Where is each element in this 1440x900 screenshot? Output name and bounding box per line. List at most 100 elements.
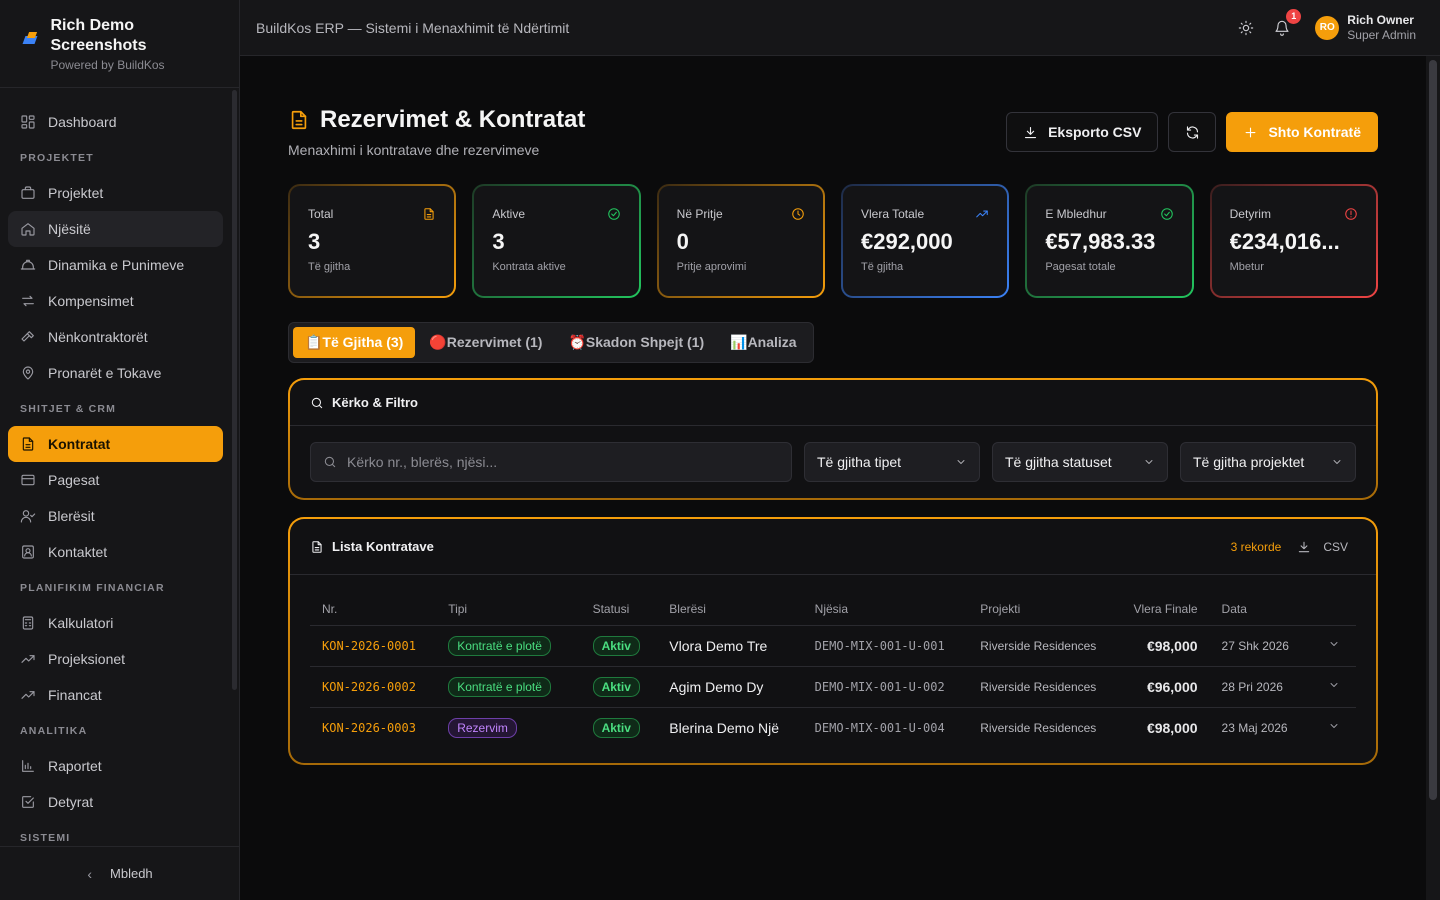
refresh-button[interactable]: [1168, 112, 1217, 152]
tab-expiring[interactable]: ⏰Skadon Shpejt (1): [568, 334, 705, 350]
sidebar-item-pronaret[interactable]: Pronarët e Tokave: [8, 355, 223, 391]
download-icon: [1299, 541, 1310, 552]
tab-reservations[interactable]: 🔴Rezervimet (1): [429, 334, 543, 350]
theme-toggle-button[interactable]: [1237, 19, 1255, 37]
stat-sub: Pagesat totale: [1045, 261, 1116, 273]
project-select[interactable]: Të gjitha projektet: [1180, 442, 1356, 482]
record-count: 3 rekorde: [1230, 539, 1282, 554]
trending-up-icon: [975, 207, 989, 221]
type-badge: Kontratë e plotë: [448, 635, 551, 656]
sidebar-item-projeksionet[interactable]: Projeksionet: [8, 641, 223, 677]
csv-export-link[interactable]: CSV: [1297, 540, 1348, 554]
filter-card-header: Kërko & Filtro: [290, 380, 1376, 426]
notifications-button[interactable]: 1: [1273, 8, 1302, 37]
sidebar-item-dashboard[interactable]: Dashboard: [8, 104, 223, 140]
table-row[interactable]: KON-2026-0001 Kontratë e plotë Aktiv Vlo…: [310, 625, 1356, 667]
stat-card-collected: E Mbledhur €57,983.33 Pagesat totale: [1025, 184, 1194, 298]
expand-button[interactable]: [1315, 625, 1356, 667]
sidebar-item-kontratat[interactable]: Kontratat: [8, 426, 223, 462]
bell-icon: [1275, 20, 1289, 36]
stat-card-total-value: Vlera Totale €292,000 Të gjitha: [840, 184, 1010, 298]
chevron-down-icon: [1330, 724, 1337, 729]
chevron-down-icon: [1145, 460, 1153, 464]
sidebar-item-financat[interactable]: Financat: [8, 677, 223, 713]
type-select[interactable]: Të gjitha tipet: [804, 442, 980, 482]
col-expand: [1315, 593, 1356, 626]
sidebar-item-label: Projektet: [48, 185, 104, 201]
sidebar-item-label: Njësitë: [48, 221, 91, 237]
hammer-icon: [21, 331, 34, 342]
stat-card-pending: Në Pritje 0 Pritje aprovimi: [656, 184, 825, 298]
status-badge: Aktiv: [592, 676, 640, 697]
sidebar-item-dinamika[interactable]: Dinamika e Punimeve: [8, 247, 223, 283]
stats-row: Total 3 Të gjitha Aktive 3 Kontrata akti…: [288, 184, 1378, 298]
stat-value: 3: [492, 229, 505, 254]
col-data[interactable]: Data: [1209, 593, 1316, 626]
sun-icon: [1239, 20, 1254, 35]
project-cell: Riverside Residences: [968, 625, 1115, 667]
tab-analysis[interactable]: 📊Analiza: [730, 334, 797, 350]
expand-button[interactable]: [1315, 666, 1356, 708]
user-role: Super Admin: [1347, 27, 1416, 42]
col-bleresi[interactable]: Blerësi: [657, 593, 803, 626]
table-row[interactable]: KON-2026-0002 Kontratë e plotë Aktiv Agi…: [310, 666, 1356, 708]
download-icon: [1025, 126, 1037, 138]
home-icon: [21, 223, 35, 236]
project-select-value: Të gjitha projektet: [1193, 454, 1305, 470]
status-select-value: Të gjitha statuset: [1005, 454, 1112, 470]
contract-number[interactable]: KON-2026-0002: [310, 666, 437, 708]
calculator-icon: [22, 616, 34, 630]
status-select[interactable]: Të gjitha statuset: [992, 442, 1168, 482]
unit-cell: DEMO-MIX-001-U-004: [814, 720, 945, 735]
chevron-left-icon: ‹: [87, 865, 93, 882]
type-cell: Kontratë e plotë: [436, 666, 581, 708]
expand-button[interactable]: [1316, 707, 1356, 748]
sidebar-item-label: Kontaktet: [48, 544, 108, 560]
search-box[interactable]: [310, 442, 792, 482]
contract-number[interactable]: KON-2026-0003: [322, 720, 416, 735]
export-csv-button[interactable]: Eksporto CSV: [1006, 112, 1159, 152]
col-njesia[interactable]: Njësia: [802, 593, 969, 626]
page-scrollbar[interactable]: [1426, 56, 1440, 900]
search-input[interactable]: [347, 454, 747, 470]
col-vlera[interactable]: Vlera Finale: [1114, 593, 1210, 626]
add-contract-button[interactable]: Shto Kontratë: [1226, 112, 1378, 152]
collapse-button[interactable]: ‹ Mbledh: [0, 846, 240, 900]
briefcase-icon: [21, 186, 35, 199]
section-shitjet: SHITJET & CRM: [20, 402, 117, 415]
page-subtitle: Menaxhimi i kontratave dhe rezervimeve: [288, 142, 540, 158]
sidebar-item-kontaktet[interactable]: Kontaktet: [8, 534, 223, 570]
stat-sub: Të gjitha: [308, 261, 351, 273]
contracts-list-card: Lista Kontratave 3 rekorde CSV Nr. Tipi …: [288, 517, 1378, 765]
contract-number[interactable]: KON-2026-0001: [310, 625, 437, 667]
status-cell: Aktiv: [580, 625, 658, 667]
col-tipi[interactable]: Tipi: [436, 593, 581, 626]
sidebar-item-projektet[interactable]: Projektet: [8, 175, 223, 211]
buyer-cell: Agim Demo Dy: [657, 666, 803, 708]
tab-all[interactable]: 📋Të Gjitha (3): [293, 327, 416, 358]
sidebar-item-label: Dinamika e Punimeve: [48, 257, 185, 273]
status-badge: Aktiv: [592, 717, 640, 738]
app-title: BuildKos ERP — Sistemi i Menaxhimit të N…: [256, 19, 570, 36]
sidebar-item-bleresit[interactable]: Blerësit: [8, 498, 223, 534]
sidebar-item-nenkontraktoret[interactable]: Nënkontraktorët: [8, 319, 223, 355]
col-projekti[interactable]: Projekti: [968, 593, 1115, 626]
hard-hat-icon: [20, 259, 36, 270]
brand[interactable]: Rich Demo Screenshots Powered by BuildKo…: [0, 0, 239, 88]
sidebar-item-raportet[interactable]: Raportet: [8, 748, 223, 784]
sidebar-item-njesite[interactable]: Njësitë: [8, 211, 223, 247]
list-title: Lista Kontratave: [332, 539, 434, 554]
sidebar-item-detyrat[interactable]: Detyrat: [8, 784, 223, 820]
user-menu[interactable]: RO Rich Owner Super Admin: [1315, 13, 1416, 43]
col-nr[interactable]: Nr.: [310, 593, 437, 626]
col-statusi[interactable]: Statusi: [580, 593, 658, 626]
sidebar-item-pagesat[interactable]: Pagesat: [8, 462, 223, 498]
stat-card-total: Total 3 Të gjitha: [288, 184, 457, 298]
filter-card: Kërko & Filtro Të gjitha tipet Të gjitha…: [288, 378, 1378, 500]
sidebar-item-kompensimet[interactable]: Kompensimet: [8, 283, 223, 319]
table-row[interactable]: KON-2026-0003 Rezervim Aktiv Blerina Dem…: [310, 707, 1356, 748]
sidebar-scrollbar[interactable]: [232, 90, 237, 690]
sidebar-item-kalkulatori[interactable]: Kalkulatori: [8, 605, 223, 641]
stat-label: E Mbledhur: [1045, 207, 1107, 221]
sidebar-item-label: Financat: [48, 687, 102, 703]
